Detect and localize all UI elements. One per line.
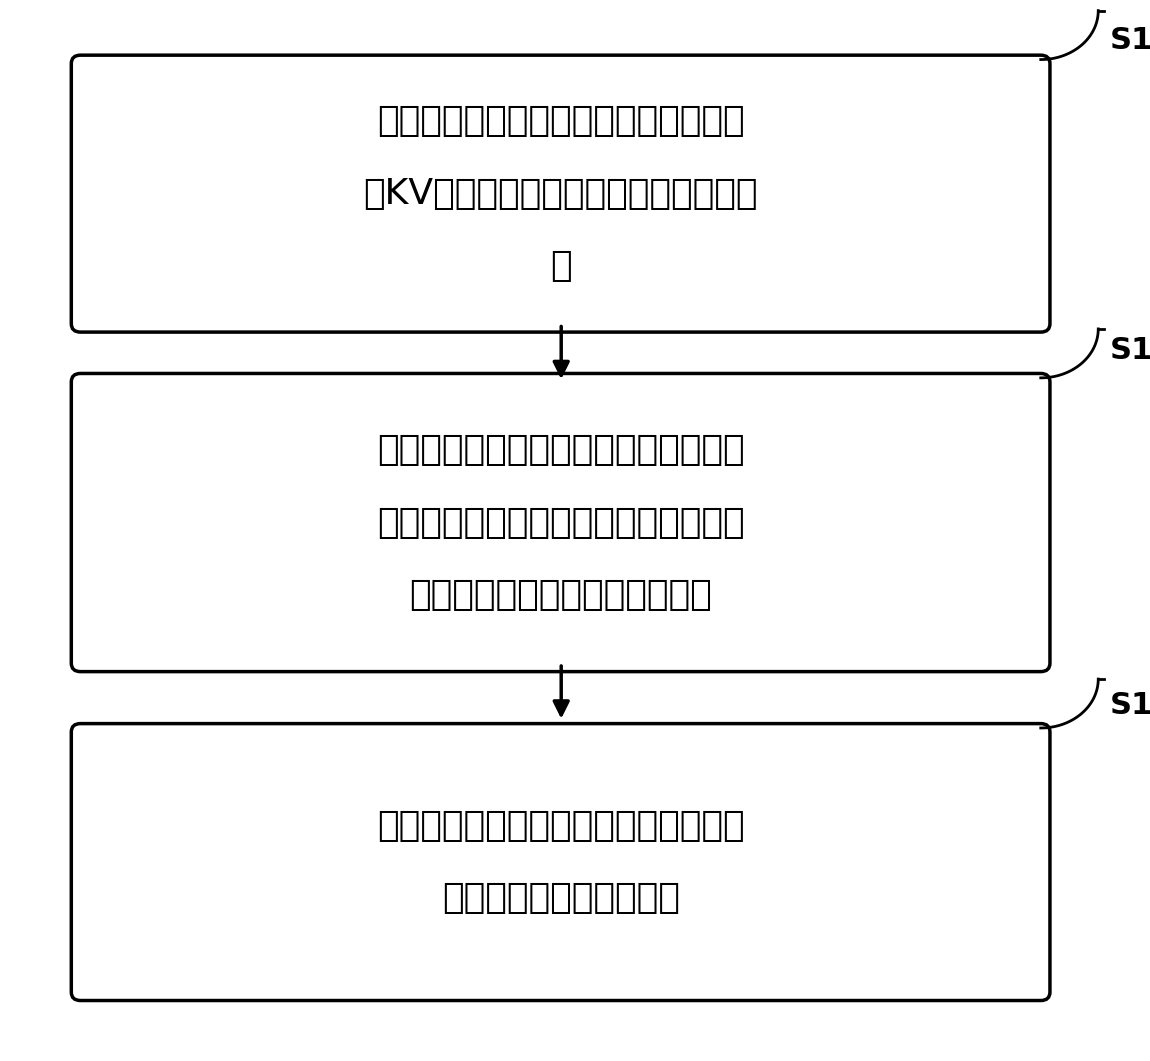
Text: S102: S102: [1110, 335, 1150, 365]
FancyBboxPatch shape: [71, 55, 1050, 332]
Text: 将所述键值作为定长类型索引的序号，: 将所述键值作为定长类型索引的序号，: [377, 433, 744, 468]
Text: S103: S103: [1110, 691, 1150, 720]
Text: 根据所述地址信息从存储空间中读取所: 根据所述地址信息从存储空间中读取所: [377, 808, 744, 843]
Text: S101: S101: [1110, 25, 1150, 55]
Text: 数: 数: [550, 248, 572, 283]
Text: 获取待查询键值对中的键值，其中，所: 获取待查询键值对中的键值，其中，所: [377, 104, 744, 139]
FancyBboxPatch shape: [71, 724, 1050, 1001]
Text: 述待查询键值对中的数值: 述待查询键值对中的数值: [442, 881, 680, 916]
Text: 述KV系统中各键值对的键值为递增整型: 述KV系统中各键值对的键值为递增整型: [363, 176, 758, 211]
Text: 并根据所述序号确定所述待查询键值对: 并根据所述序号确定所述待查询键值对: [377, 505, 744, 540]
Text: 中数值所在存储位置的地址信息: 中数值所在存储位置的地址信息: [409, 577, 712, 612]
FancyBboxPatch shape: [71, 373, 1050, 672]
